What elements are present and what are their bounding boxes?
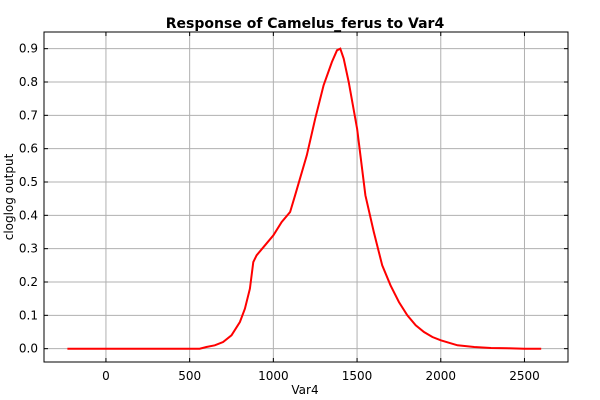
y-tick-label: 0.9: [19, 42, 38, 56]
y-tick-label: 0.5: [19, 175, 38, 189]
x-tick-label: 2500: [509, 369, 540, 383]
y-tick-label: 0.3: [19, 242, 38, 256]
series-line: [67, 47, 542, 350]
grid-lines: [44, 32, 568, 362]
y-tick-label: 0.7: [19, 108, 38, 122]
y-tick-label: 0.1: [19, 308, 38, 322]
x-tick-label: 500: [178, 369, 201, 383]
y-axis: 0.0 0.1 0.2 0.3 0.4 0.5 0.6 0.7 0.8 0.9: [19, 42, 568, 356]
chart-title: Response of Camelus_ferus to Var4: [166, 16, 445, 32]
y-tick-label: 0.2: [19, 275, 38, 289]
y-tick-label: 0.4: [19, 208, 38, 222]
plot-frame: [43, 31, 569, 363]
y-tick-label: 0.0: [19, 342, 38, 356]
x-tick-label: 1500: [342, 369, 373, 383]
y-tick-label: 0.6: [19, 142, 38, 156]
x-tick-label: 1000: [258, 369, 289, 383]
x-axis: 0 500 1000 1500 2000 2500: [102, 32, 540, 383]
y-axis-label: cloglog output: [2, 153, 16, 240]
x-axis-label: Var4: [291, 383, 318, 397]
x-tick-label: 0: [102, 369, 110, 383]
y-tick-label: 0.8: [19, 75, 38, 89]
x-tick-label: 2000: [425, 369, 456, 383]
